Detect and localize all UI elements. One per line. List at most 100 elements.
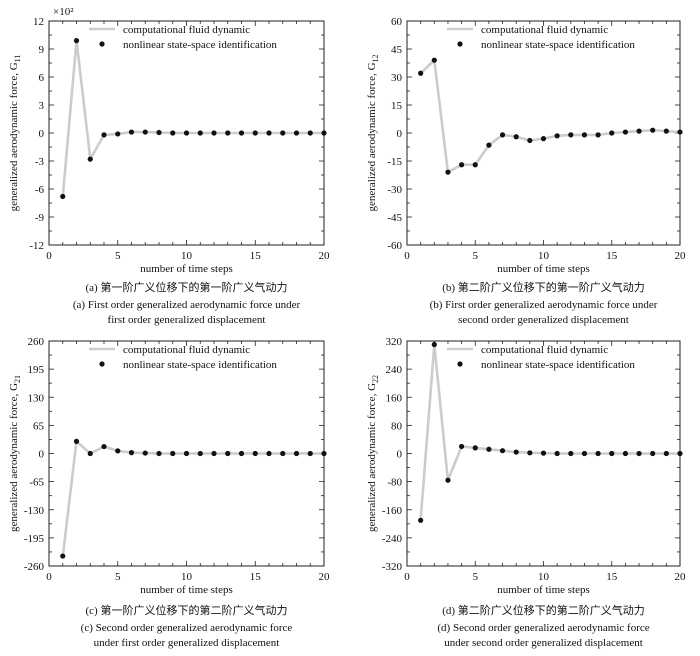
legend-swatch-nssi xyxy=(457,361,463,367)
data-point-nssi xyxy=(663,450,669,457)
caption-en-line2: second order generalized displacement xyxy=(458,314,629,326)
y-tick-label: 65 xyxy=(33,420,45,432)
data-point-nssi xyxy=(663,128,669,134)
y-tick-label: -130 xyxy=(24,505,45,517)
x-tick-label: 10 xyxy=(181,571,193,583)
y-tick-label: 130 xyxy=(28,392,45,404)
y-axis-label: generalized aerodynamic force, G21 xyxy=(8,375,22,532)
x-tick-label: 20 xyxy=(319,571,331,583)
y-axis-label: generalized aerodynamic force, G11 xyxy=(8,55,22,212)
data-point-nssi xyxy=(499,448,506,454)
x-tick-label: 0 xyxy=(46,571,52,583)
x-axis-label: number of time steps xyxy=(140,584,233,596)
data-point-nssi xyxy=(595,132,601,138)
x-tick-label: 20 xyxy=(319,250,331,262)
data-point-nssi xyxy=(238,130,245,136)
x-tick-label: 5 xyxy=(473,250,479,262)
y-axis-label: generalized aerodynamic force, G22 xyxy=(366,375,380,532)
chart-G21: 0 5 10 15 20 260 195 130 65 0 -65 -130 -195 -260 numbe… xyxy=(8,336,330,649)
data-point-nssi xyxy=(73,438,80,444)
data-point-nssi xyxy=(459,443,465,450)
data-point-nssi xyxy=(581,132,588,138)
data-point-nssi xyxy=(156,450,162,457)
y-axis-label: generalized aerodynamic force, G12 xyxy=(366,54,380,211)
data-point-nssi xyxy=(115,448,121,454)
data-point-nssi xyxy=(170,450,176,457)
data-point-nssi xyxy=(459,162,465,168)
chart-G12: 0 5 10 15 20 60 45 30 15 0 -15 -30 -45 -60 number of t… xyxy=(366,16,686,326)
y-tick-label: -260 xyxy=(24,561,45,573)
y-tick-label: 320 xyxy=(386,336,403,348)
data-point-nssi xyxy=(211,450,217,457)
caption-en-line2: first order generalized displacement xyxy=(108,314,266,326)
data-point-nssi xyxy=(266,130,272,136)
x-tick-label: 15 xyxy=(606,250,618,262)
y-tick-label: 30 xyxy=(391,72,403,84)
data-point-nssi xyxy=(280,130,286,136)
data-point-nssi xyxy=(445,477,451,483)
y-tick-label: 0 xyxy=(39,449,45,461)
data-point-nssi xyxy=(540,450,547,456)
y-tick-label: -80 xyxy=(387,477,402,489)
data-point-nssi xyxy=(568,132,574,138)
caption-cn: (a) 第一阶广义位移下的第一阶广义气动力 xyxy=(86,280,288,294)
data-point-nssi xyxy=(87,450,93,457)
y-axis-label-subscript: 12 xyxy=(371,54,380,62)
legend-label-cfd: computational fluid dynamic xyxy=(123,344,250,356)
data-point-nssi xyxy=(156,129,162,136)
y-tick-label: -6 xyxy=(35,184,45,196)
y-axis-label-main: generalized aerodynamic force, G xyxy=(8,383,20,532)
data-point-nssi xyxy=(527,450,533,456)
series-line-cfd xyxy=(419,58,681,174)
data-point-nssi xyxy=(307,130,313,136)
y-tick-label: 160 xyxy=(386,392,403,404)
y-tick-label: 3 xyxy=(39,100,45,112)
data-point-nssi xyxy=(622,450,629,457)
data-point-nssi xyxy=(293,130,300,136)
x-tick-label: 15 xyxy=(606,571,618,583)
data-point-nssi xyxy=(418,517,424,523)
y-tick-label: -12 xyxy=(29,240,44,252)
x-tick-label: 5 xyxy=(115,571,121,583)
x-tick-label: 20 xyxy=(675,571,687,583)
data-point-nssi xyxy=(568,450,574,457)
data-point-nssi xyxy=(527,137,533,144)
data-point-nssi xyxy=(238,450,245,457)
x-tick-label: 0 xyxy=(404,571,410,583)
data-point-nssi xyxy=(60,553,66,559)
legend-swatch-nssi xyxy=(99,361,105,367)
data-point-nssi xyxy=(307,450,313,457)
data-point-nssi xyxy=(197,130,203,136)
chart-G22: 0 5 10 15 20 320 240 160 80 0 -80 -160 -240 -320 numbe… xyxy=(366,336,686,649)
data-point-nssi xyxy=(225,130,231,136)
data-point-nssi xyxy=(622,129,629,135)
y-tick-label: 9 xyxy=(39,44,45,56)
data-point-nssi xyxy=(128,129,135,135)
data-point-nssi xyxy=(266,450,272,457)
data-point-nssi xyxy=(677,450,683,457)
data-point-nssi xyxy=(101,443,107,450)
x-tick-label: 5 xyxy=(473,571,479,583)
x-tick-label: 5 xyxy=(115,250,121,262)
x-tick-label: 0 xyxy=(404,250,410,262)
caption-en-line2: under first order generalized displaceme… xyxy=(94,637,280,649)
y-tick-label: -15 xyxy=(387,156,402,168)
y-tick-label: -30 xyxy=(387,184,402,196)
data-point-nssi xyxy=(225,450,231,457)
chart-G11: 0 5 10 15 20 12 9 6 3 0 -3 -6 -9 -12 ×10² number of tim… xyxy=(8,6,330,326)
data-point-nssi xyxy=(252,450,258,457)
data-point-nssi xyxy=(513,134,519,140)
y-tick-label: 0 xyxy=(39,128,45,140)
data-point-nssi xyxy=(73,38,80,44)
data-point-nssi xyxy=(293,450,300,457)
scale-note: ×10² xyxy=(53,6,74,18)
data-point-nssi xyxy=(115,131,121,137)
y-axis-label-subscript: 22 xyxy=(371,375,380,383)
legend-swatch-nssi xyxy=(99,41,105,47)
data-point-nssi xyxy=(554,450,560,457)
data-point-nssi xyxy=(650,450,656,457)
legend-label-nssi: nonlinear state-space identification xyxy=(481,359,635,371)
series-line-cfd xyxy=(61,39,324,197)
caption-en-line1: (d) Second order generalized aerodynamic… xyxy=(437,622,649,634)
